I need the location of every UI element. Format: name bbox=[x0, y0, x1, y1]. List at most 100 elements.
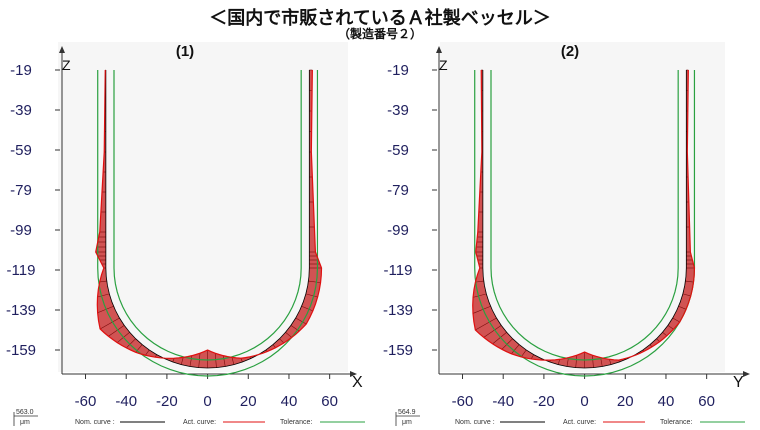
x-tick-label: -40 bbox=[115, 393, 137, 410]
y-tick-label: -79 bbox=[10, 182, 32, 199]
page-subtitle: （製造番号２） bbox=[337, 27, 422, 41]
legend-nominal-label: Nom. curve : bbox=[455, 419, 495, 426]
panel-label: (2) bbox=[561, 43, 579, 60]
actual-curve bbox=[95, 69, 323, 359]
y-tick-label: -139 bbox=[6, 302, 36, 319]
x-tick-label: 0 bbox=[580, 393, 588, 410]
nominal-curve bbox=[482, 70, 687, 369]
actual-curve bbox=[472, 69, 696, 361]
deviation-hatch bbox=[272, 344, 276, 348]
deviation-hatch bbox=[656, 338, 660, 342]
y-tick-label: -59 bbox=[10, 142, 32, 159]
scale-value: 563.0 bbox=[16, 409, 34, 416]
deviation-hatch bbox=[483, 325, 502, 338]
x-tick-label: -20 bbox=[156, 393, 178, 410]
tolerance-inner-curve bbox=[490, 70, 679, 361]
legend-nominal-label: Nom. curve : bbox=[75, 419, 115, 426]
deviation-hatch bbox=[99, 280, 107, 283]
x-tick-label: 20 bbox=[240, 393, 257, 410]
deviation-hatch bbox=[240, 358, 243, 363]
deviation-hatch bbox=[530, 354, 534, 360]
y-tick-label: -159 bbox=[6, 342, 36, 359]
y-tick-label: -39 bbox=[10, 102, 32, 119]
chart-panel-2: (2) -19 -39 -59 -79 -99 -119 -139 -159 -60 -40 -20 0… bbox=[383, 42, 750, 426]
x-tick-label: -20 bbox=[533, 393, 555, 410]
deviation-hatch bbox=[108, 325, 125, 337]
deviation-hatch bbox=[609, 359, 612, 365]
nominal-curve bbox=[105, 70, 310, 369]
deviation-hatch bbox=[472, 305, 491, 314]
deviation-hatch bbox=[672, 317, 680, 323]
y-tick-label: -99 bbox=[10, 222, 32, 239]
deviation-hatch bbox=[126, 338, 136, 349]
deviation-hatch bbox=[97, 305, 114, 314]
y-tick-label: -139 bbox=[383, 302, 413, 319]
deviation-hatch bbox=[214, 353, 217, 368]
y-tick-label: -119 bbox=[7, 262, 36, 279]
deviation-hatch bbox=[475, 280, 484, 283]
deviation-hatch bbox=[678, 305, 687, 310]
panel-label: (1) bbox=[176, 43, 194, 60]
deviation-hatch bbox=[279, 338, 285, 344]
deviation-hatch bbox=[682, 293, 691, 297]
chart-panel-1: (1) -19 -39 -59 -79 -99 -119 -139 -159 -60 -40 -20 0… bbox=[6, 42, 365, 426]
deviation-hatch bbox=[308, 280, 321, 283]
x-tick-label: 40 bbox=[281, 393, 298, 410]
deviation-hatch bbox=[575, 355, 578, 368]
deviation-hatch bbox=[189, 355, 193, 367]
x-tick-label: -60 bbox=[75, 393, 97, 410]
z-axis-arrow bbox=[436, 46, 442, 53]
tolerance-inner-curve bbox=[113, 70, 302, 361]
deviation-hatch bbox=[472, 293, 487, 298]
deviation-hatch bbox=[492, 332, 507, 345]
deviation-hatch bbox=[592, 355, 594, 368]
x-tick-label: 60 bbox=[698, 393, 715, 410]
y-tick-label: -19 bbox=[10, 62, 32, 79]
z-axis-arrow bbox=[59, 46, 65, 53]
deviation-hatch bbox=[662, 332, 667, 337]
deviation-hatch bbox=[475, 317, 497, 331]
deviation-area bbox=[472, 70, 695, 368]
deviation-hatch bbox=[667, 325, 674, 330]
deviation-hatch bbox=[223, 355, 226, 367]
deviation-hatch bbox=[511, 344, 520, 354]
scale-unit: μm bbox=[402, 419, 412, 426]
x-axis-label: X bbox=[352, 374, 363, 391]
z-axis-label: Z bbox=[62, 57, 71, 73]
deviation-area bbox=[95, 70, 322, 368]
x-tick-label: -40 bbox=[492, 393, 514, 410]
x-axis-label: Y bbox=[733, 374, 744, 391]
y-tick-label: -79 bbox=[387, 182, 409, 199]
legend-tolerance-label: Tolerance: bbox=[280, 419, 312, 426]
x-tick-label: 0 bbox=[203, 393, 211, 410]
deviation-hatch bbox=[198, 353, 201, 368]
x-axis-arrow bbox=[743, 371, 750, 377]
x-tick-label: 60 bbox=[321, 393, 338, 410]
y-tick-label: -119 bbox=[384, 262, 413, 279]
y-tick-label: -99 bbox=[387, 222, 409, 239]
z-axis-label: Z bbox=[439, 57, 448, 73]
y-tick-label: -59 bbox=[387, 142, 409, 159]
x-axis-arrow bbox=[350, 371, 357, 377]
deviation-hatch bbox=[685, 280, 694, 283]
deviation-hatch bbox=[285, 332, 292, 338]
y-tick-label: -39 bbox=[387, 102, 409, 119]
deviation-hatch bbox=[301, 305, 313, 312]
scale-value: 564.9 bbox=[398, 409, 416, 416]
legend-tolerance-label: Tolerance: bbox=[660, 419, 692, 426]
y-tick-label: -19 bbox=[387, 62, 409, 79]
x-tick-label: -60 bbox=[452, 393, 474, 410]
deviation-hatch bbox=[172, 358, 175, 363]
scale-unit: μm bbox=[20, 419, 30, 426]
deviation-hatch bbox=[521, 349, 527, 358]
y-tick-label: -159 bbox=[383, 342, 413, 359]
deviation-hatch bbox=[231, 357, 235, 365]
x-tick-label: 40 bbox=[658, 393, 675, 410]
page-title: ＜国内で市販されているＡ社製ベッセル＞ bbox=[209, 8, 551, 29]
deviation-hatch bbox=[557, 359, 560, 365]
x-tick-label: 20 bbox=[617, 393, 634, 410]
legend-actual-label: Act. curve: bbox=[183, 419, 216, 426]
legend-actual-label: Act. curve: bbox=[563, 419, 596, 426]
deviation-hatch bbox=[180, 357, 184, 365]
